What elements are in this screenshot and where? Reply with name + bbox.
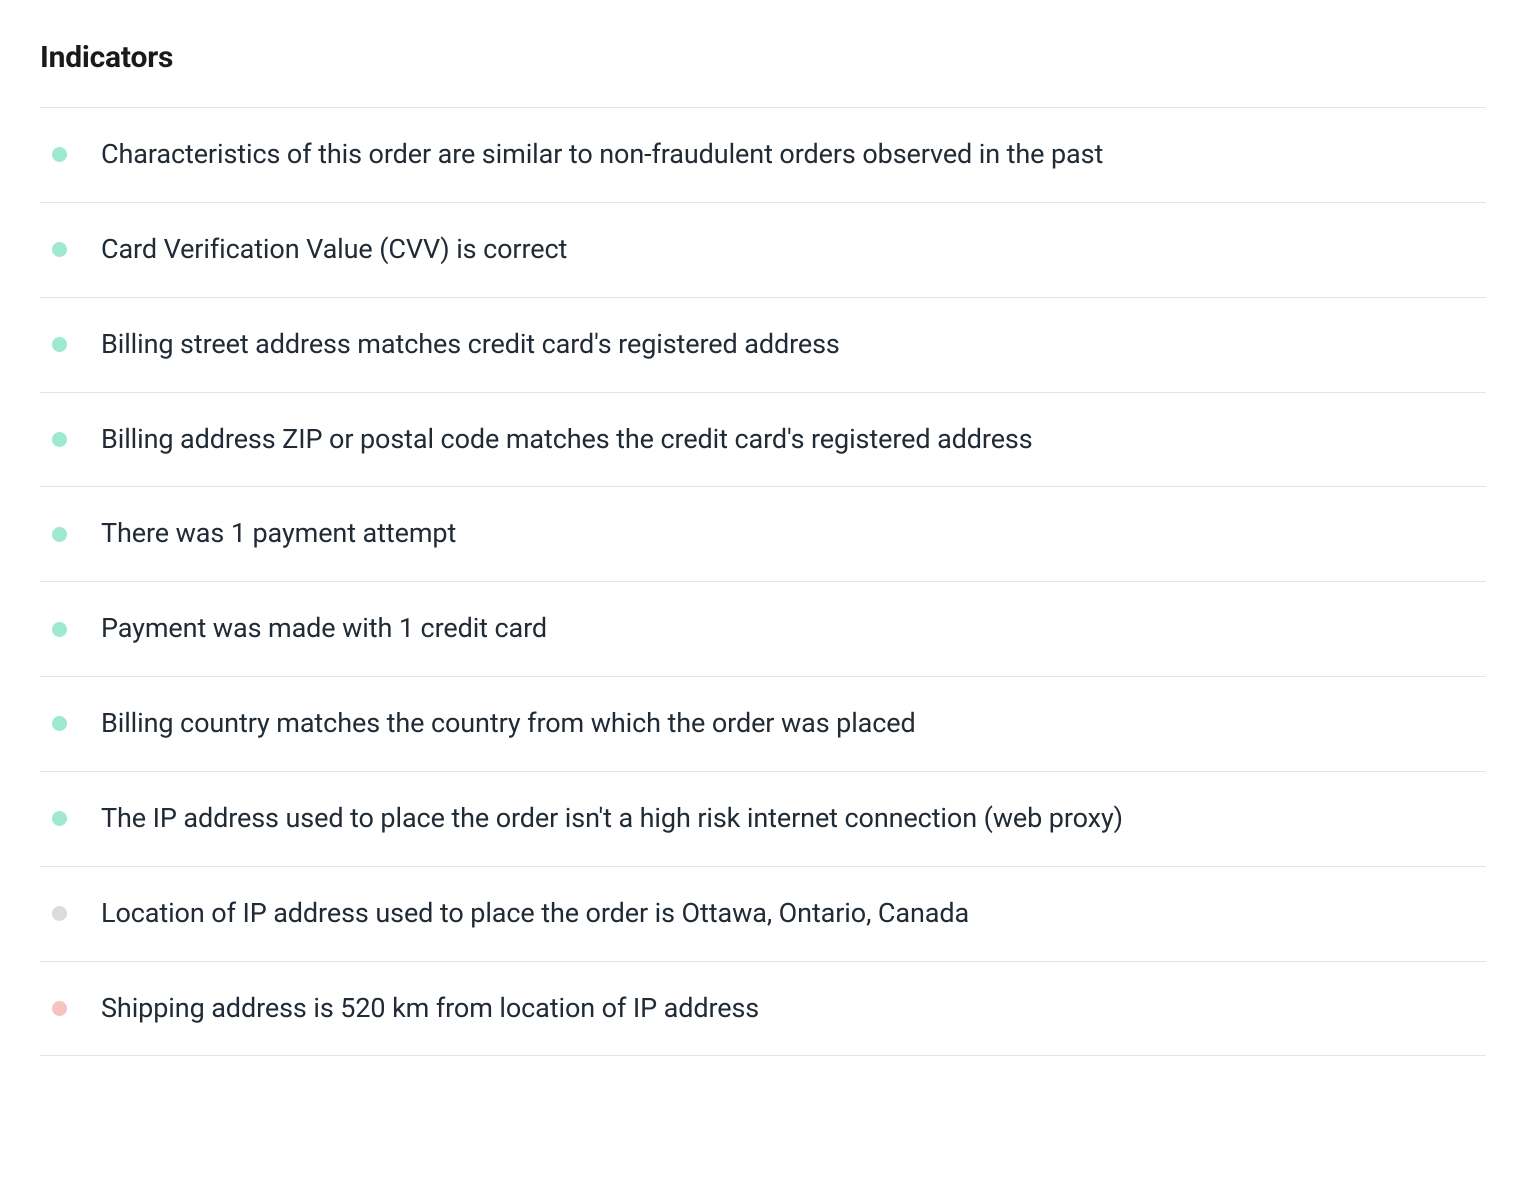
indicator-row: The IP address used to place the order i… xyxy=(40,772,1486,867)
indicator-list: Characteristics of this order are simila… xyxy=(40,107,1486,1056)
status-dot-icon xyxy=(52,337,67,352)
indicator-text: Shipping address is 520 km from location… xyxy=(101,988,759,1030)
indicator-text: Payment was made with 1 credit card xyxy=(101,608,547,650)
status-dot-icon xyxy=(52,716,67,731)
indicator-row: Billing street address matches credit ca… xyxy=(40,298,1486,393)
indicators-section: Indicators Characteristics of this order… xyxy=(40,40,1486,1056)
indicator-row: Shipping address is 520 km from location… xyxy=(40,962,1486,1057)
status-dot-icon xyxy=(52,242,67,257)
status-dot-icon xyxy=(52,1001,67,1016)
indicator-row: There was 1 payment attempt xyxy=(40,487,1486,582)
indicator-text: Card Verification Value (CVV) is correct xyxy=(101,229,567,271)
indicator-row: Billing country matches the country from… xyxy=(40,677,1486,772)
indicator-text: Characteristics of this order are simila… xyxy=(101,134,1103,176)
indicator-text: The IP address used to place the order i… xyxy=(101,798,1123,840)
status-dot-icon xyxy=(52,622,67,637)
status-dot-icon xyxy=(52,527,67,542)
indicator-row: Billing address ZIP or postal code match… xyxy=(40,393,1486,488)
status-dot-icon xyxy=(52,432,67,447)
status-dot-icon xyxy=(52,811,67,826)
indicator-row: Characteristics of this order are simila… xyxy=(40,108,1486,203)
indicator-row: Card Verification Value (CVV) is correct xyxy=(40,203,1486,298)
status-dot-icon xyxy=(52,147,67,162)
indicator-text: There was 1 payment attempt xyxy=(101,513,456,555)
indicator-row: Location of IP address used to place the… xyxy=(40,867,1486,962)
indicator-text: Billing address ZIP or postal code match… xyxy=(101,419,1033,461)
section-title: Indicators xyxy=(40,40,1486,75)
indicator-text: Billing street address matches credit ca… xyxy=(101,324,840,366)
indicator-text: Location of IP address used to place the… xyxy=(101,893,969,935)
indicator-text: Billing country matches the country from… xyxy=(101,703,916,745)
status-dot-icon xyxy=(52,906,67,921)
indicator-row: Payment was made with 1 credit card xyxy=(40,582,1486,677)
